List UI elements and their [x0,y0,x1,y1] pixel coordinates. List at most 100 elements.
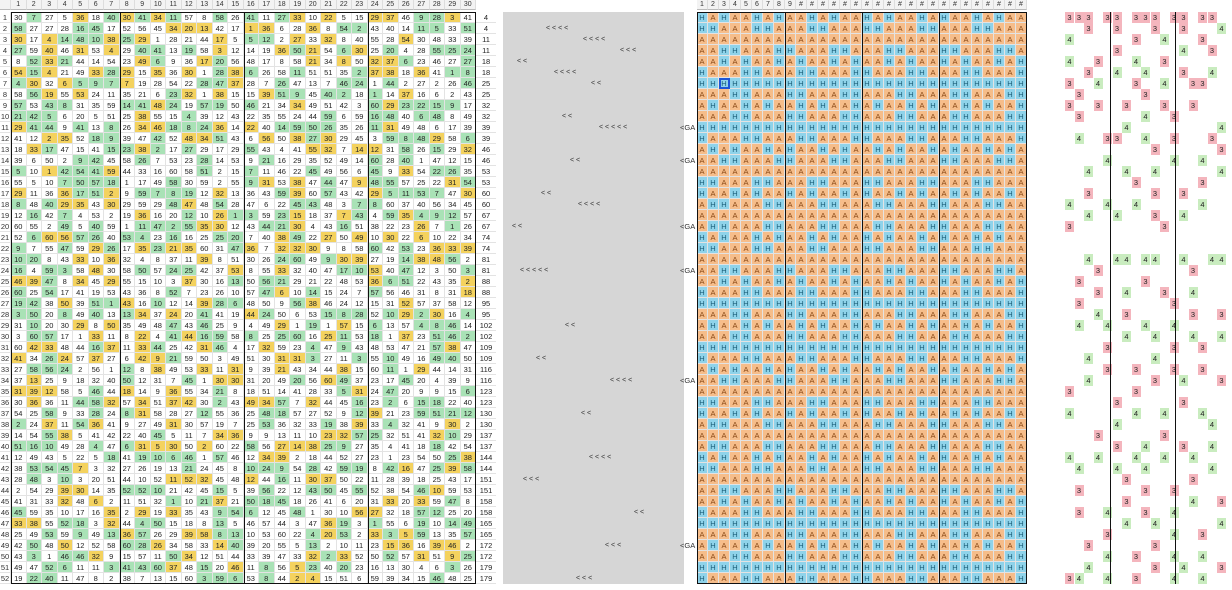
grid-cell[interactable]: 35 [367,441,383,452]
ha-cell[interactable]: H [708,78,719,89]
ha-cell[interactable]: A [983,89,994,100]
ha-cell[interactable]: H [818,397,829,408]
ha-cell[interactable]: H [730,265,741,276]
ha-cell[interactable]: A [697,551,708,562]
ha-cell[interactable]: A [862,144,873,155]
ha-cell[interactable]: A [741,199,752,210]
grid-cell[interactable]: 46 [445,320,461,331]
ha-cell[interactable]: A [917,386,928,397]
ha-cell[interactable]: A [895,452,906,463]
grid-cell[interactable]: 23 [398,221,414,232]
grid-cell[interactable]: 47 [445,188,461,199]
grid-cell[interactable]: 3 [11,331,27,342]
grid-cell[interactable]: 24 [367,386,383,397]
grid-cell[interactable]: 48 [197,199,213,210]
ha-cell[interactable]: A [741,12,752,23]
ha-cell[interactable]: H [906,540,917,551]
ha-cell[interactable]: H [928,100,939,111]
ha-cell[interactable]: H [763,243,774,254]
grid-cell[interactable]: 24 [104,408,120,419]
ha-cell[interactable]: A [730,23,741,34]
ha-cell[interactable]: A [1016,34,1027,45]
grid-cell[interactable]: 29 [429,133,445,144]
ha-cell[interactable]: H [796,276,807,287]
grid-cell[interactable]: 31 [352,386,368,397]
ha-cell[interactable]: A [752,100,763,111]
ha-cell[interactable]: A [730,232,741,243]
ha-cell[interactable]: A [785,221,796,232]
grid-cell[interactable]: 28 [197,78,213,89]
ha-cell[interactable]: A [829,100,840,111]
ha-cell[interactable]: A [785,23,796,34]
ha-cell[interactable]: H [950,122,961,133]
grid-cell[interactable]: 49 [460,111,476,122]
grid-cell[interactable]: 54 [42,463,58,474]
grid-cell[interactable]: 56 [259,485,275,496]
grid-cell[interactable]: 10 [429,232,445,243]
grid-cell[interactable]: 48 [57,342,73,353]
ha-cell[interactable]: A [763,287,774,298]
ha-cell[interactable]: H [961,287,972,298]
grid-cell[interactable]: 45 [398,375,414,386]
row-number[interactable]: 26 [0,287,11,298]
grid-cell[interactable]: 2 [352,67,368,78]
ha-cell[interactable]: H [818,122,829,133]
grid-cell[interactable]: 12 [243,452,259,463]
ha-cell[interactable]: A [1005,276,1016,287]
ha-cell[interactable]: A [851,243,862,254]
column-header[interactable]: 27 [414,0,430,10]
grid-cell[interactable]: 5 [383,188,399,199]
ha-cell[interactable]: A [708,210,719,221]
ha-cell[interactable]: A [917,144,928,155]
grid-cell[interactable]: 48 [445,573,461,584]
grid-cell[interactable]: 16 [166,232,182,243]
grid-cell[interactable]: 37 [321,210,337,221]
grid-cell[interactable]: 38 [305,441,321,452]
ha-cell[interactable]: H [840,364,851,375]
grid-cell[interactable]: 38 [460,452,476,463]
grid-cell[interactable]: 50 [26,309,42,320]
ha-cell[interactable]: A [730,430,741,441]
ha-cell[interactable]: H [807,298,818,309]
ha-cell[interactable]: A [840,287,851,298]
ha-cell[interactable]: A [961,408,972,419]
ha-cell[interactable]: A [862,265,873,276]
ha-cell[interactable]: H [928,199,939,210]
ha-cell[interactable]: A [1005,166,1016,177]
grid-cell[interactable]: 55 [42,430,58,441]
ha-cell[interactable]: H [807,452,818,463]
grid-cell[interactable]: 7 [352,287,368,298]
grid-cell[interactable]: 14 [88,485,104,496]
grid-cell[interactable]: 35 [135,243,151,254]
grid-cell[interactable]: 31 [11,386,27,397]
ha-cell[interactable]: A [983,276,994,287]
grid-cell[interactable]: 10 [352,265,368,276]
grid-cell[interactable]: 44 [228,551,244,562]
grid-cell[interactable]: 30 [212,221,228,232]
grid-cell[interactable]: 38 [135,111,151,122]
grid-cell[interactable]: 53 [305,309,321,320]
grid-cell[interactable]: 9 [150,386,166,397]
ha-cell[interactable]: H [785,45,796,56]
ha-cell[interactable]: A [818,485,829,496]
grid-cell[interactable]: 4 [11,78,27,89]
grid-cell[interactable]: 36 [42,397,58,408]
ha-cell[interactable]: A [873,111,884,122]
ha-cell[interactable]: A [884,364,895,375]
grid-cell[interactable]: 29 [445,144,461,155]
grid-cell[interactable]: 49 [305,100,321,111]
ha-cell[interactable]: A [928,89,939,100]
grid-cell[interactable]: 2 [11,419,27,430]
ha-cell[interactable]: H [928,364,939,375]
grid-cell[interactable]: 50 [181,441,197,452]
grid-cell[interactable]: 9 [321,243,337,254]
ha-cell[interactable]: A [796,397,807,408]
ha-cell[interactable]: H [1016,67,1027,78]
grid-cell[interactable]: 11 [367,122,383,133]
grid-cell[interactable]: 41 [398,441,414,452]
ha-cell[interactable]: A [752,221,763,232]
ha-cell[interactable]: A [708,111,719,122]
grid-cell[interactable]: 20 [212,562,228,573]
grid-cell[interactable]: 30 [197,276,213,287]
grid-cell[interactable]: 18 [305,210,321,221]
